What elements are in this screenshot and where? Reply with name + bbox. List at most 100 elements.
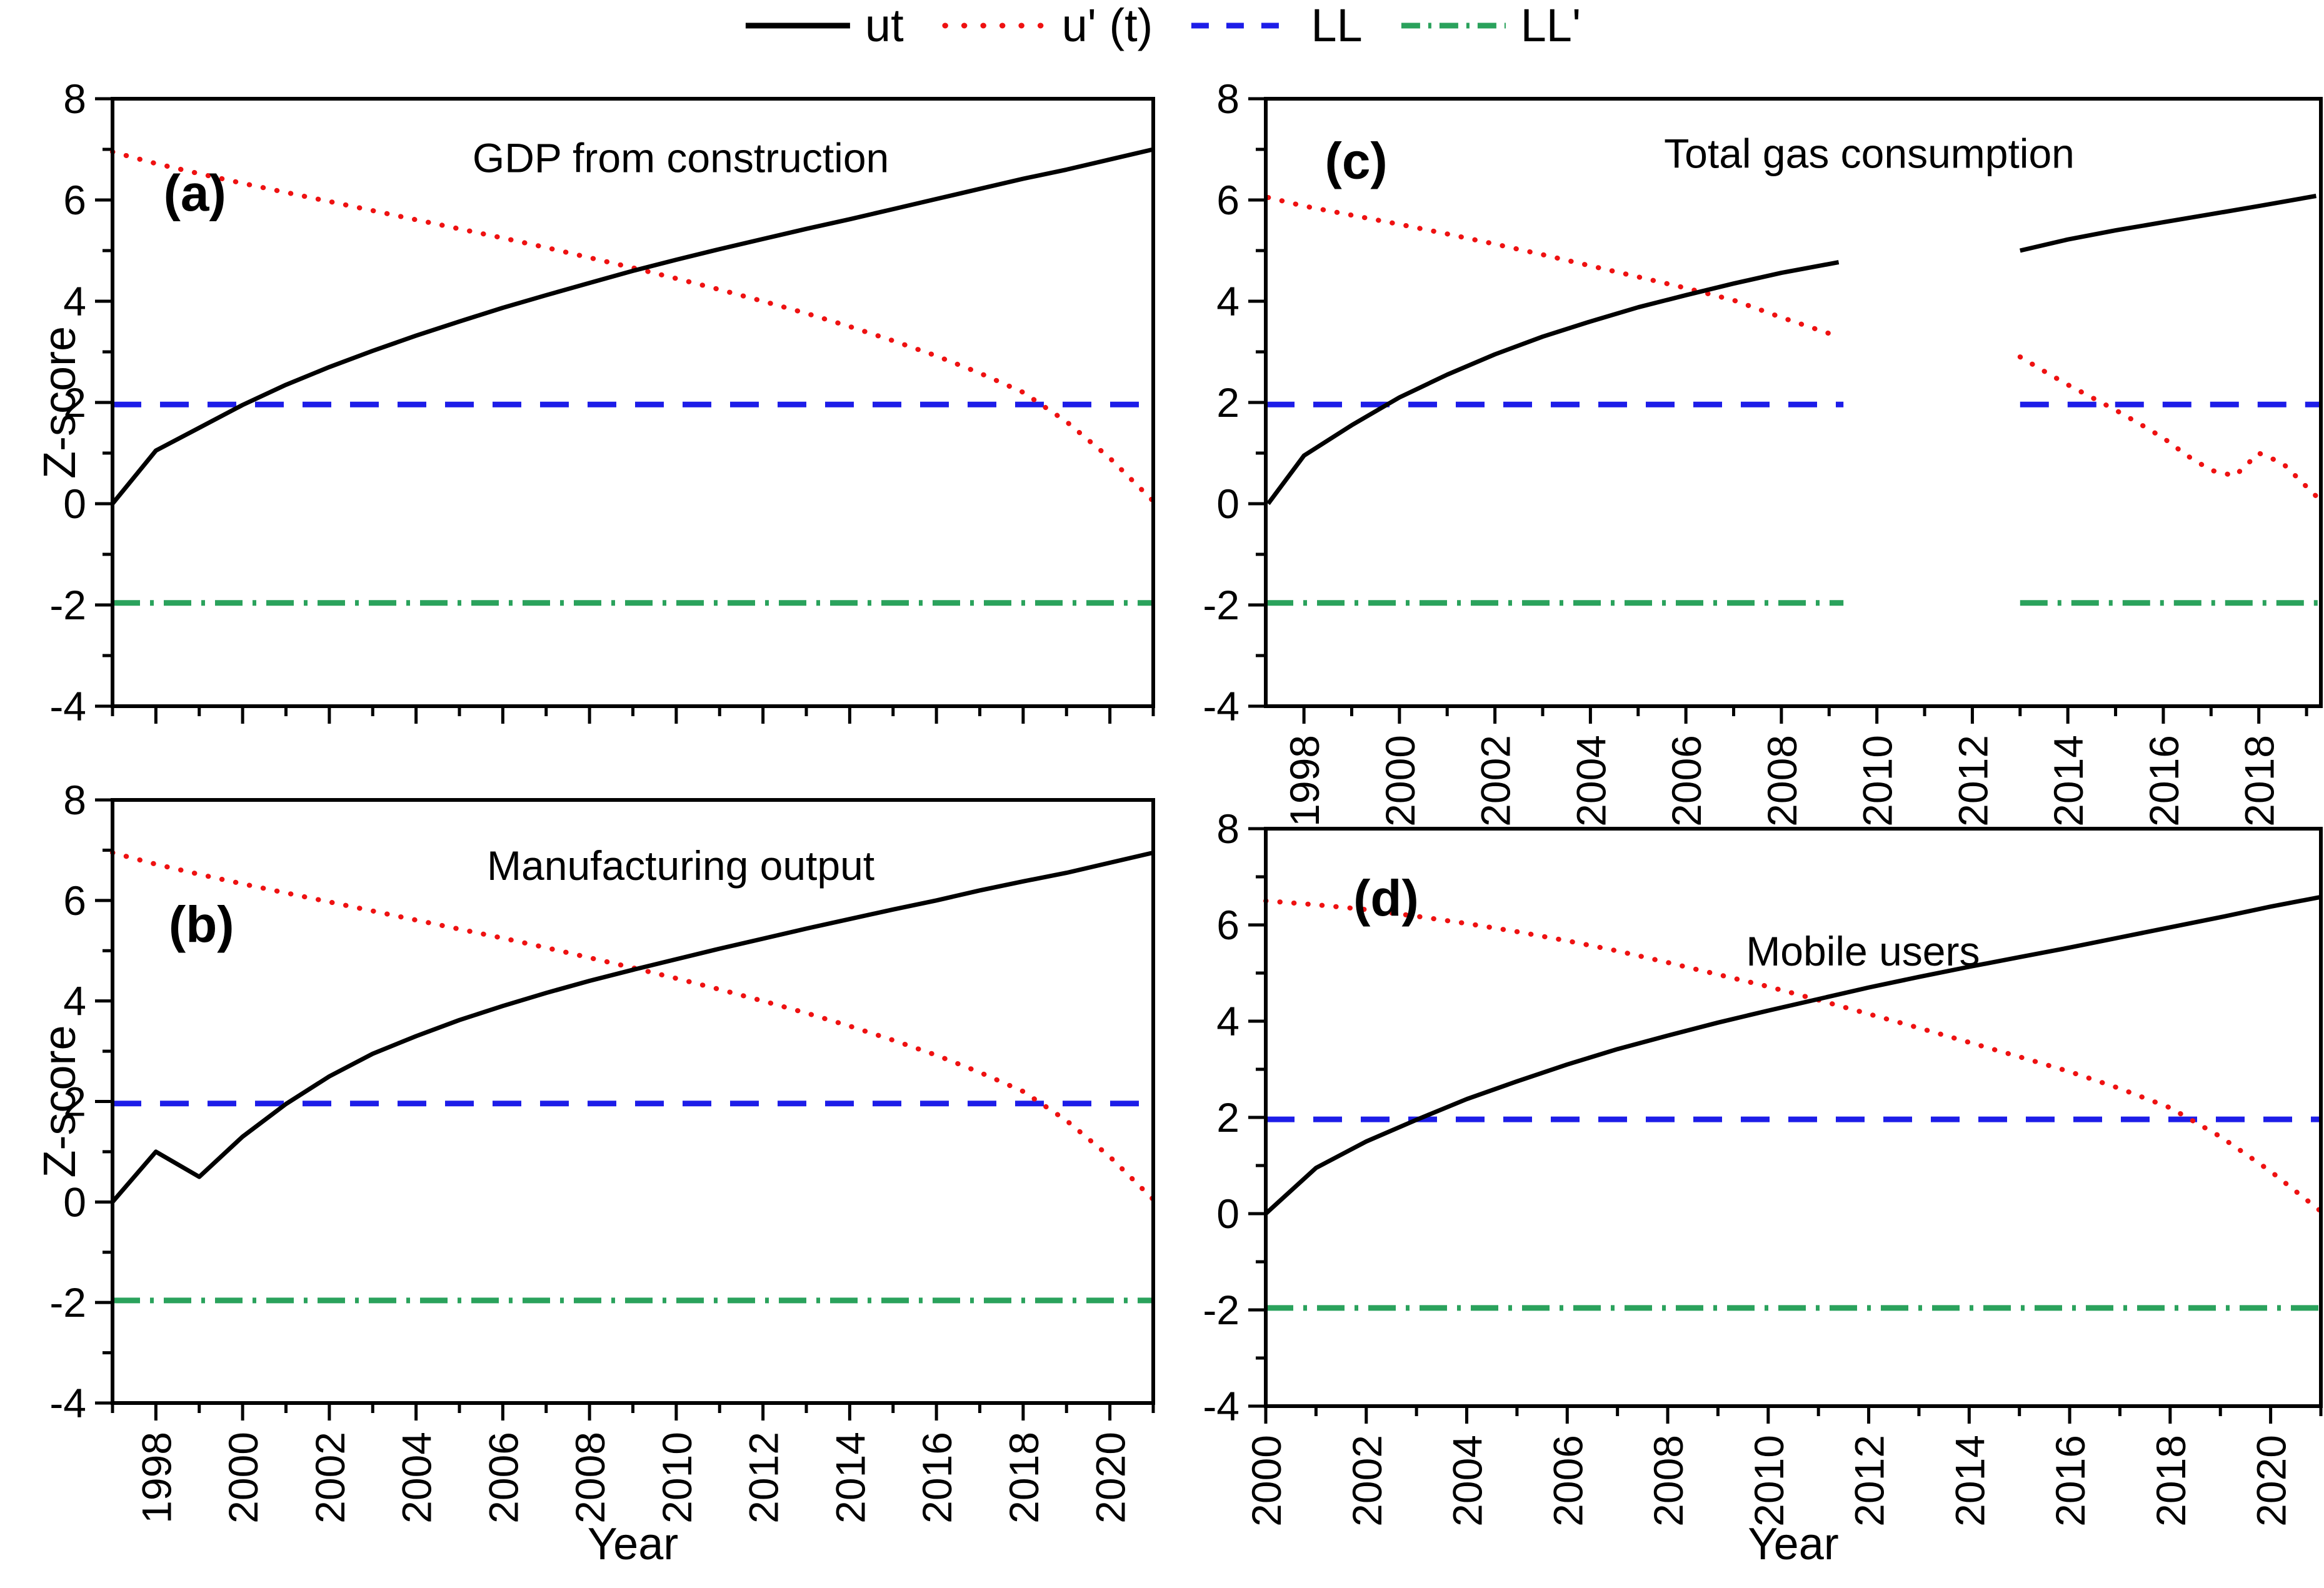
x-tick-label: 2014 [827, 1432, 873, 1524]
y-tick-label: 4 [1216, 998, 1240, 1044]
legend-item-u-prime-t: u' (t) [940, 2, 1153, 49]
y-axis-c: -4 -2 0 2 4 6 8 [1203, 76, 1266, 729]
x-tick-label: 2010 [1855, 735, 1901, 827]
y-tick-label: 0 [1216, 1191, 1240, 1237]
x-tick-label: 2008 [567, 1432, 613, 1524]
x-tick-label: 2002 [1344, 1435, 1390, 1527]
x-tick-label: 2000 [1377, 735, 1423, 827]
x-tick-label: 2006 [1545, 1435, 1591, 1527]
panel-title-b: Manufacturing output [487, 842, 874, 889]
x-tick-label: 2008 [1645, 1435, 1691, 1527]
panel-border-a [111, 97, 1155, 708]
y-tick-label: -2 [49, 582, 86, 628]
x-axis-c: 1998 2000 2002 2004 2006 2008 2010 2012 2014 2016… [1281, 706, 2308, 827]
panel-letter-c: (c) [1325, 133, 1388, 190]
series-d-u-prime-t [1263, 898, 2323, 1214]
x-tick-label: 1998 [1281, 735, 1328, 827]
x-tick-label: 2018 [2148, 1435, 2194, 1527]
series-d-ut [1264, 894, 2321, 1216]
u-prime-dotted-sample-icon [942, 22, 1049, 29]
panel-a: -4 -2 0 2 4 6 8 (a) GDP from construction Z-score [35, 76, 1156, 729]
x-tick-label: 2002 [307, 1432, 353, 1524]
series-c-u-prime-t [1265, 195, 2319, 499]
panel-b: -4 -2 0 2 4 6 8 1998 2000 2002 2004 2006 2008 2010 201… [35, 777, 1156, 1569]
y-tick-label: 0 [63, 481, 86, 527]
y-tick-label: 4 [63, 978, 86, 1024]
series-b-ut [111, 850, 1154, 1204]
ut-line-sample-icon [745, 22, 850, 29]
x-tick-label: 2012 [1846, 1435, 1893, 1527]
series-c-ut [1266, 194, 2317, 506]
y-tick-label: 2 [1216, 1094, 1240, 1141]
x-tick-label: 2016 [914, 1432, 960, 1524]
legend-item-ll-prime: LL' [1399, 2, 1581, 49]
x-tick-label: 2018 [1001, 1432, 1047, 1524]
x-tick-label: 2010 [1746, 1435, 1792, 1527]
panel-title-d: Mobile users [1746, 928, 1980, 974]
x-tick-label: 2006 [480, 1432, 526, 1524]
x-tick-label: 2002 [1473, 735, 1519, 827]
panel-border-d [1264, 827, 2323, 1408]
x-axis-b: 1998 2000 2002 2004 2006 2008 2010 2012 2014 2016… [111, 1403, 1155, 1524]
legend-item-ut: ut [743, 2, 904, 49]
x-axis-title-d: Year [1748, 1519, 1838, 1569]
x-tick-label: 2018 [2236, 735, 2283, 827]
x-tick-label: 2014 [2045, 735, 2091, 827]
legend-label-u-prime-t: u' (t) [1061, 0, 1153, 51]
y-tick-label: 8 [1216, 806, 1240, 852]
panel-border-c [1264, 97, 2323, 708]
y-tick-label: 0 [63, 1179, 86, 1225]
y-tick-label: -2 [49, 1279, 86, 1326]
ll-dashed-sample-icon [1191, 22, 1296, 29]
series-a-u-prime-t [110, 149, 1156, 504]
legend: ut u' (t) LL LL' [743, 2, 1581, 49]
legend-label-ll-prime: LL' [1520, 0, 1581, 51]
x-axis-a [111, 706, 1155, 724]
y-axis-b: -4 -2 0 2 4 6 8 [49, 777, 113, 1426]
y-tick-label: -4 [49, 683, 86, 729]
legend-label-ut: ut [864, 0, 904, 51]
y-tick-label: -2 [1203, 582, 1240, 628]
y-tick-label: 8 [63, 76, 86, 122]
x-tick-label: 2020 [1088, 1432, 1134, 1524]
x-tick-label: 2010 [654, 1432, 700, 1524]
x-axis-title-b: Year [588, 1519, 678, 1569]
y-tick-label: 6 [1216, 902, 1240, 948]
y-tick-label: 0 [1216, 481, 1240, 527]
panel-letter-d: (d) [1353, 870, 1419, 927]
series-a-ut [111, 147, 1154, 506]
x-axis-d: 2000 2002 2004 2006 2008 2010 2012 2014 2016 2018… [1243, 1406, 2323, 1527]
y-tick-label: 2 [63, 379, 86, 426]
panel-title-c: Total gas consumption [1664, 130, 2075, 176]
y-axis-d: -4 -2 0 2 4 6 8 [1203, 806, 1266, 1429]
x-tick-label: 2000 [1243, 1435, 1290, 1527]
x-tick-label: 2004 [1445, 1435, 1491, 1527]
panel-title-a: GDP from construction [473, 134, 889, 181]
x-tick-label: 2000 [220, 1432, 266, 1524]
panel-d: -4 -2 0 2 4 6 8 2000 2002 2004 2006 2008 2010 2012 201… [1203, 806, 2323, 1569]
y-tick-label: -4 [1203, 1383, 1240, 1429]
y-tick-label: -2 [1203, 1287, 1240, 1333]
y-tick-label: 4 [63, 278, 86, 324]
y-tick-label: -4 [1203, 683, 1240, 729]
y-tick-label: 2 [1216, 379, 1240, 426]
y-tick-label: 8 [1216, 76, 1240, 122]
x-tick-label: 1998 [133, 1432, 179, 1524]
panel-letter-a: (a) [164, 165, 226, 222]
y-tick-label: 6 [1216, 177, 1240, 223]
y-tick-label: -4 [49, 1380, 86, 1426]
y-axis-title-b: Z-score [35, 1025, 85, 1177]
x-tick-label: 2012 [1950, 735, 1996, 827]
series-b-u-prime-t [110, 850, 1156, 1202]
x-tick-label: 2006 [1663, 735, 1710, 827]
x-tick-label: 2016 [2047, 1435, 2093, 1527]
y-tick-label: 6 [63, 877, 86, 924]
legend-label-ll: LL [1311, 0, 1363, 51]
y-tick-label: 8 [63, 777, 86, 823]
x-tick-label: 2004 [1568, 735, 1614, 827]
x-tick-label: 2016 [2141, 735, 2187, 827]
x-tick-label: 2020 [2248, 1435, 2295, 1527]
y-axis-title-a: Z-score [35, 326, 85, 479]
